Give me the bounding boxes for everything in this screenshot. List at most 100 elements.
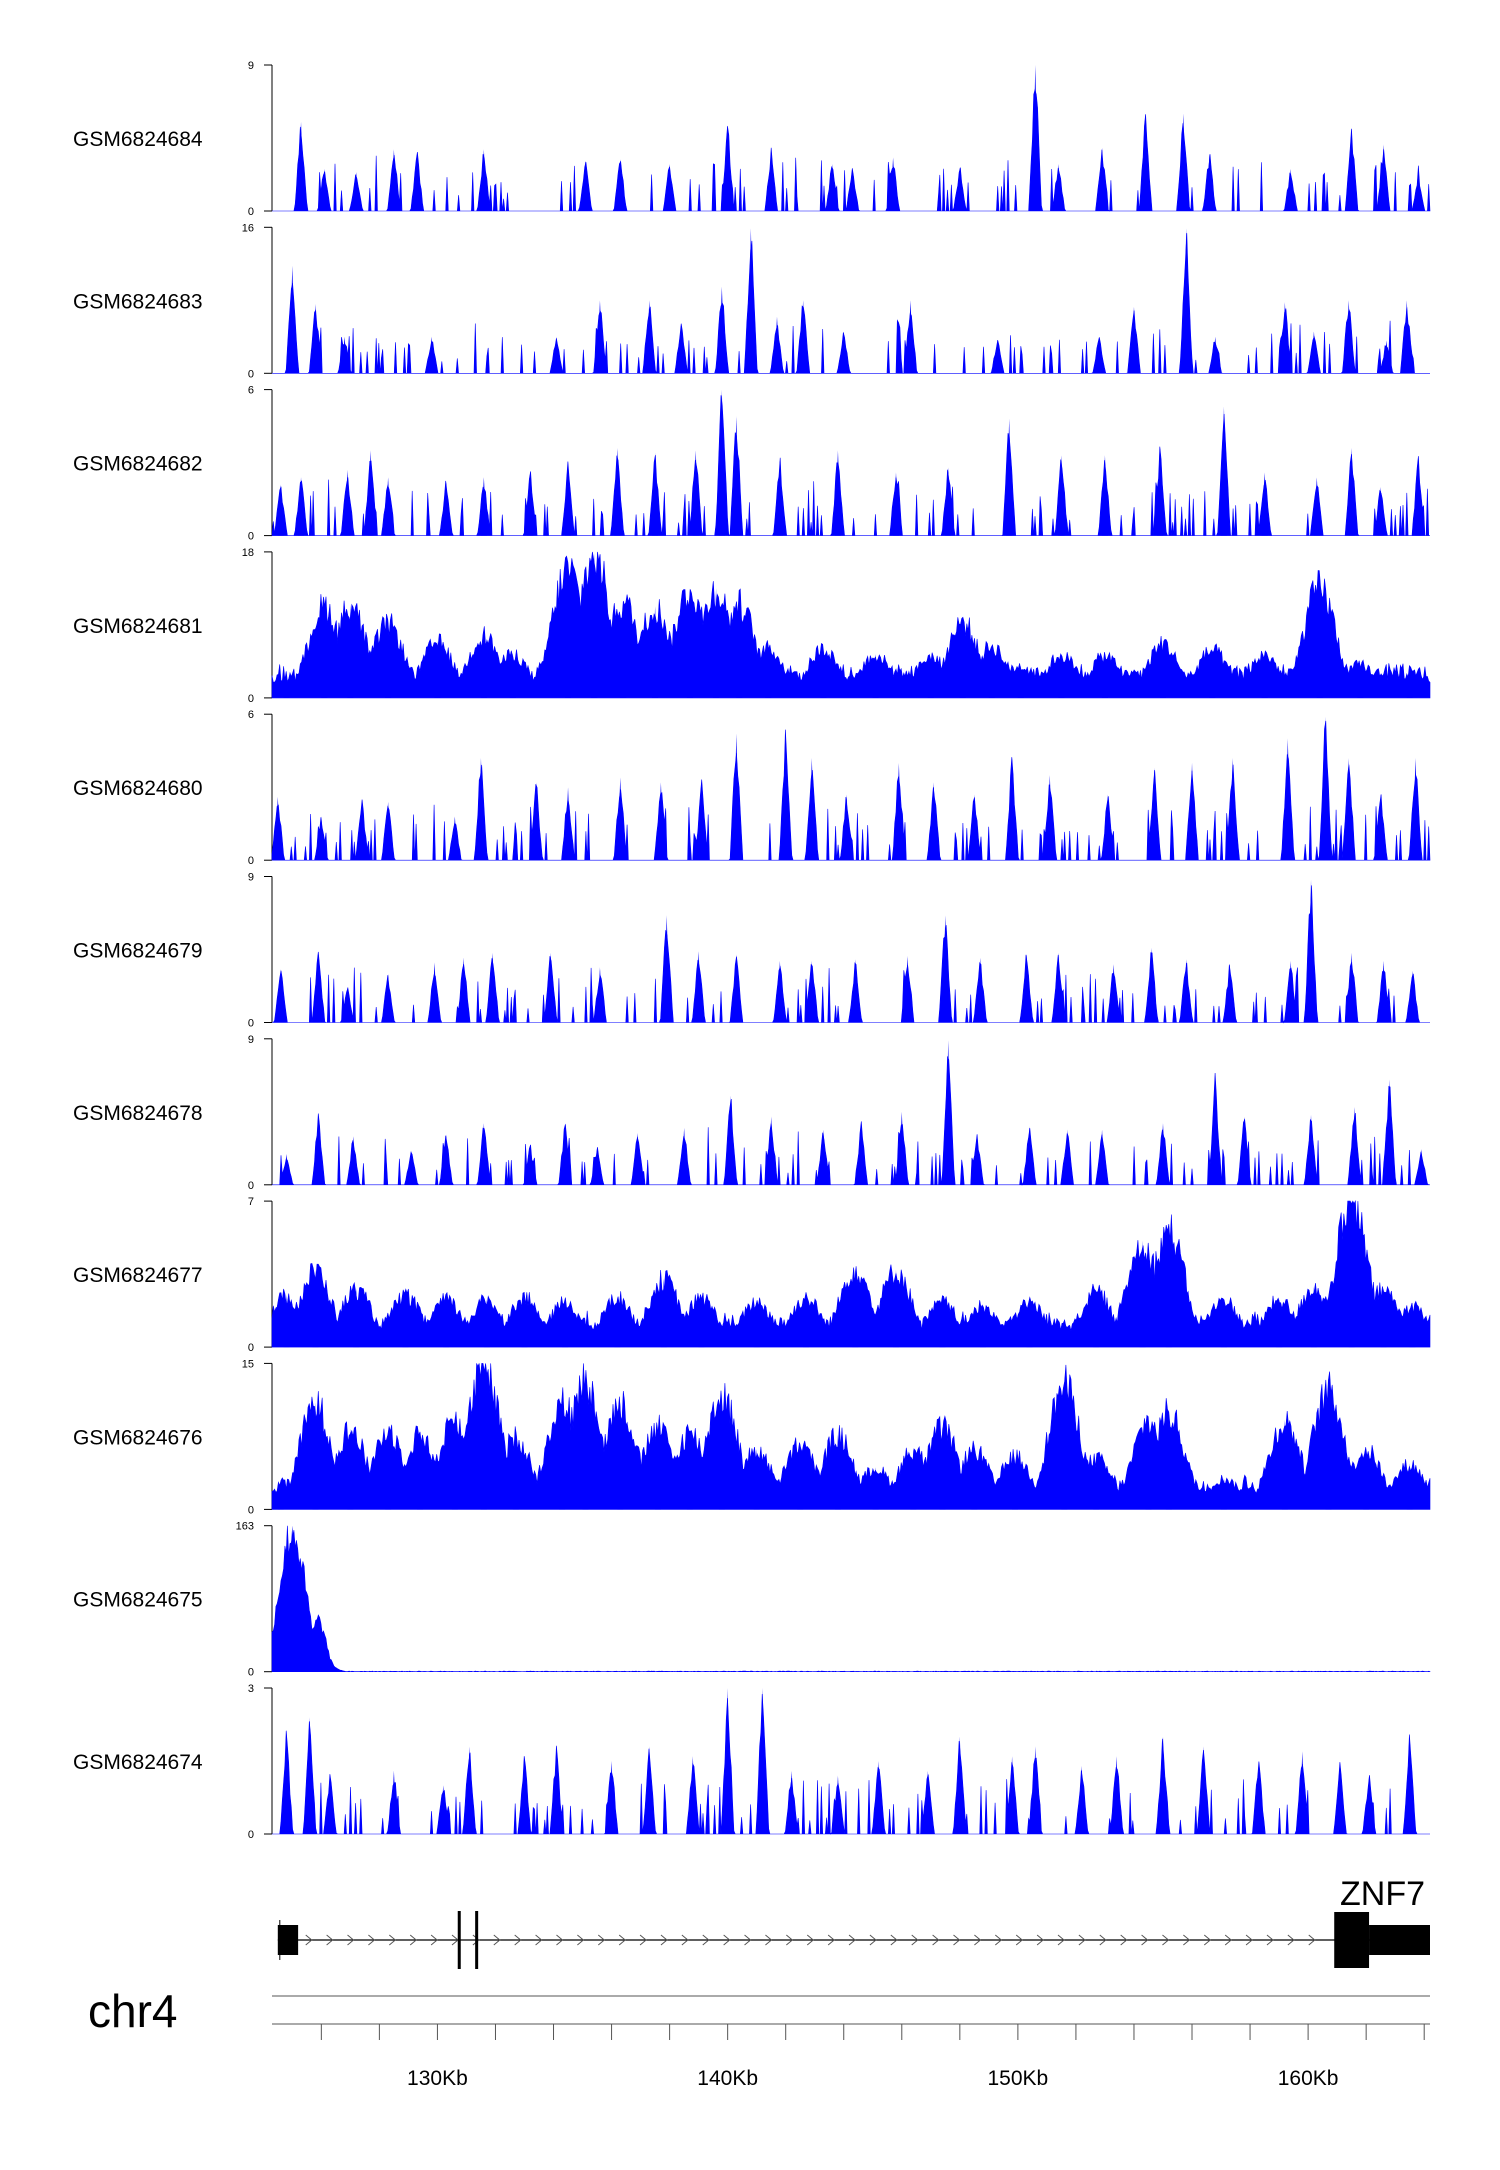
track-peak bbox=[971, 794, 978, 861]
track-peak bbox=[440, 1785, 447, 1834]
track-peak bbox=[521, 1297, 528, 1348]
track-peak bbox=[849, 168, 856, 211]
track-peak bbox=[1322, 716, 1329, 861]
gene-strand-chevron bbox=[1224, 1934, 1232, 1946]
track-signal-area bbox=[271, 1525, 1431, 1673]
track-label: GSM6824681 bbox=[73, 615, 203, 638]
track-peak bbox=[974, 1136, 981, 1185]
track-peak bbox=[562, 1301, 569, 1348]
track-ymax-label: 163 bbox=[236, 1521, 254, 1533]
track-peak bbox=[385, 1429, 392, 1510]
track-gsm6824682: GSM6824682 6 0 bbox=[73, 385, 1430, 543]
gene-strand-chevron bbox=[953, 1934, 961, 1946]
track-peak bbox=[718, 1392, 725, 1510]
track-peak bbox=[1023, 954, 1030, 1023]
track-peak bbox=[277, 484, 284, 536]
track-gsm6824678: GSM6824678 9 0 bbox=[73, 1034, 1430, 1192]
track-peak bbox=[1078, 1765, 1085, 1834]
gene-strand-chevron bbox=[514, 1934, 522, 1946]
track-peak bbox=[980, 1305, 987, 1348]
track-peak bbox=[1145, 1419, 1152, 1510]
track-peak bbox=[527, 472, 534, 536]
track-peak bbox=[315, 952, 322, 1023]
track-peak bbox=[1183, 228, 1190, 374]
track-peak bbox=[1415, 457, 1422, 536]
track-peak bbox=[1409, 1305, 1416, 1348]
track-peak bbox=[898, 1111, 905, 1185]
track-peak bbox=[306, 1717, 313, 1834]
gene-strand-chevron bbox=[932, 1934, 940, 1946]
gene-strand-chevron bbox=[618, 1934, 626, 1946]
track-peak bbox=[1229, 758, 1236, 861]
track-peak bbox=[1351, 1106, 1358, 1185]
track-peak bbox=[315, 1116, 322, 1185]
track-peak bbox=[994, 340, 1001, 374]
track-peak bbox=[852, 1267, 859, 1348]
track-peak bbox=[1357, 663, 1364, 698]
track-ymax-label: 18 bbox=[242, 547, 254, 559]
track-label: GSM6824674 bbox=[73, 1751, 203, 1774]
track-peak bbox=[852, 959, 859, 1023]
gene-strand-chevron bbox=[1308, 1934, 1316, 1946]
track-signal-area bbox=[272, 885, 1430, 1024]
track-peak bbox=[1093, 1290, 1100, 1348]
track-peak bbox=[1110, 964, 1117, 1023]
track-peak bbox=[341, 336, 348, 374]
track-label: GSM6824678 bbox=[73, 1102, 203, 1125]
track-ymin-label: 0 bbox=[248, 1180, 254, 1192]
track-peak bbox=[367, 450, 374, 536]
track-peak bbox=[724, 1688, 731, 1834]
track-peak bbox=[466, 1746, 473, 1834]
track-peak bbox=[765, 647, 772, 698]
track-peak bbox=[283, 683, 290, 698]
track-peak bbox=[451, 816, 458, 861]
track-peak bbox=[1363, 1449, 1370, 1510]
track-peak bbox=[317, 1662, 338, 1672]
gene-strand-chevron bbox=[388, 1934, 397, 1946]
track-peak bbox=[808, 960, 815, 1023]
track-peak bbox=[318, 816, 325, 861]
track-peak bbox=[385, 801, 392, 861]
track-signal-area bbox=[272, 233, 1430, 374]
track-peak bbox=[1032, 65, 1039, 211]
track-peak bbox=[1310, 1286, 1317, 1348]
track-peak bbox=[939, 1426, 946, 1510]
track-peak bbox=[289, 265, 296, 374]
track-peak bbox=[1406, 677, 1413, 698]
track-peak bbox=[1345, 758, 1352, 861]
track-peak bbox=[1377, 486, 1384, 536]
gene-strand-chevron bbox=[1183, 1934, 1191, 1946]
track-ymin-label: 0 bbox=[248, 855, 254, 867]
track-peak bbox=[872, 1467, 879, 1510]
track-ymax-label: 9 bbox=[248, 1034, 254, 1046]
track-peak bbox=[282, 1525, 303, 1672]
track-peak bbox=[747, 228, 754, 374]
track-peak bbox=[353, 1288, 360, 1348]
gene-strand-chevron bbox=[1015, 1934, 1023, 1946]
track-gsm6824683: GSM6824683 16 0 bbox=[73, 222, 1430, 380]
track-peak bbox=[858, 1124, 865, 1185]
track-peak bbox=[565, 465, 572, 536]
track-peak bbox=[660, 1278, 667, 1348]
gene-strand-chevron bbox=[326, 1934, 334, 1946]
track-ymin-label: 0 bbox=[248, 1504, 254, 1516]
track-ymax-label: 7 bbox=[248, 1196, 254, 1208]
track-peak bbox=[344, 986, 351, 1023]
track-peak bbox=[1104, 794, 1111, 861]
track-peak bbox=[596, 300, 603, 374]
gene-strand-chevron bbox=[890, 1934, 898, 1946]
track-peak bbox=[617, 777, 624, 861]
track-gsm6824677: GSM6824677 7 0 bbox=[73, 1196, 1431, 1354]
track-peak bbox=[582, 160, 589, 211]
track-peak bbox=[1220, 1478, 1227, 1510]
track-peak bbox=[480, 149, 487, 211]
track-peak bbox=[1096, 336, 1103, 374]
track-peak bbox=[652, 606, 659, 698]
gene-strand-chevron bbox=[702, 1934, 710, 1946]
track-peak bbox=[559, 1400, 566, 1510]
track-peak bbox=[829, 163, 836, 211]
track-peak bbox=[1212, 336, 1219, 374]
track-peak bbox=[1139, 1240, 1146, 1348]
track-signal-area bbox=[271, 551, 1431, 699]
track-label: GSM6824680 bbox=[73, 777, 203, 800]
